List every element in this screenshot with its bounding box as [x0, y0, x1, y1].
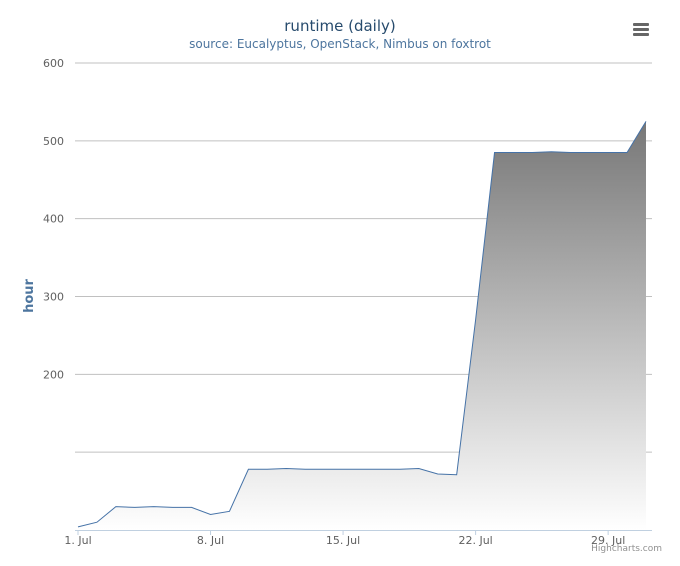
- area-fill: [78, 121, 646, 530]
- y-tick-label: 300: [43, 291, 64, 304]
- x-tick-label: 8. Jul: [197, 534, 224, 547]
- credits-link[interactable]: Highcharts.com: [591, 544, 662, 554]
- x-tick-label: 22. Jul: [458, 534, 492, 547]
- y-axis-title: hour: [22, 278, 37, 312]
- y-tick-label: 500: [43, 135, 64, 148]
- x-tick-label: 1. Jul: [64, 534, 91, 547]
- context-menu-button[interactable]: [626, 17, 656, 43]
- chart-title: runtime (daily): [284, 17, 396, 35]
- y-tick-label: 200: [43, 368, 64, 381]
- axes: 200 300 400 500 600 1. Jul 8. Jul 15. Jul 22. Ju…: [43, 57, 652, 547]
- y-tick-label: 600: [43, 57, 64, 70]
- x-tick-label: 15. Jul: [326, 534, 360, 547]
- series-line: [77, 121, 647, 528]
- area-series: [77, 121, 647, 530]
- y-tick-label: 400: [43, 213, 64, 226]
- chart-subtitle: source: Eucalyptus, OpenStack, Nimbus on…: [189, 37, 491, 51]
- x-tick-label: 29. Jul: [591, 534, 625, 547]
